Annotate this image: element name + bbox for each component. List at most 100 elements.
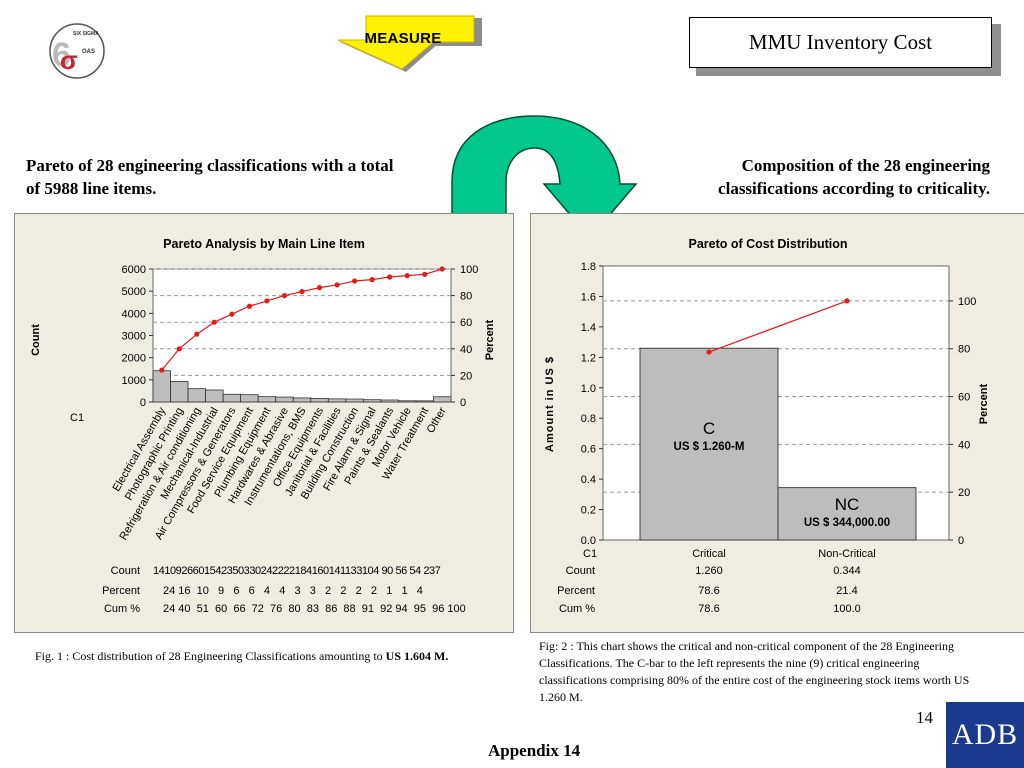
chart2-y-tick-label: 1.4 [581,322,596,334]
figure1-caption-text: Fig. 1 : Cost distribution of 28 Enginee… [35,649,383,663]
chart2-count-cell: 1.260 [695,565,723,577]
figure2-caption: Fig: 2 : This chart shows the critical a… [539,639,970,704]
chart2-percent-cell: 21.4 [836,585,857,597]
chart1-cum-point [439,266,445,272]
chart2-y2-tick-label: 80 [958,344,970,356]
chart2-y-tick-label: 0.8 [581,413,596,425]
chart1-cum-point [422,271,428,277]
chart2-y-tick-label: 1.8 [581,261,596,273]
measure-banner [337,15,482,72]
chart2-bar-code: C [703,419,715,438]
chart1-bar [152,370,171,403]
logo-digit: 6 [52,36,71,74]
chart2-row-label-cum: Cum % [559,603,595,615]
chart2-percent-cell: 78.6 [698,585,719,597]
six-sigma-logo: SIX SIGMA OAS 6 σ [49,23,105,79]
chart1-cum-point [334,282,340,288]
chart2-cum-cell: 100.0 [833,603,861,615]
chart1-cum-point [299,289,305,295]
pareto-line-item-chart-panel: Pareto Analysis by Main Line Item Count … [14,213,514,633]
chart1-cum-point [387,274,393,280]
curved-arrow-icon [451,115,638,241]
chart2-row-label-count: Count [566,565,595,577]
chart2-y2-tick-label: 20 [958,487,970,499]
chart2-title: Pareto of Cost Distribution [688,237,847,251]
chart1-bar [292,397,312,403]
chart1-cum-point [246,303,253,309]
chart2-category-label: Non-Critical [818,548,875,560]
chart2-xlabel: C1 [583,548,597,560]
chart2-y-tick-label: 0.2 [581,505,596,517]
chart1-row-label-count: Count [111,565,140,577]
chart1-count-row: 1410926601542350330242222184160141133104… [153,565,441,577]
chart1-title: Pareto Analysis by Main Line Item [163,237,365,251]
chart1-bar [415,400,434,403]
left-subtitle: Pareto of 28 engineering classifications… [26,156,394,198]
chart2-bar-code: NC [835,495,860,514]
logo-sigma: σ [60,45,78,75]
chart2-y2label: Percent [978,383,990,424]
chart1-y-tick-label: 4000 [122,308,146,320]
chart2-bar-amount: US $ 1.260-M [674,441,745,453]
chart1-cum-row: 24 40 51 60 66 72 76 80 83 86 88 91 92 9… [163,603,466,615]
chart2-y-tick-label: 0.0 [581,535,596,547]
chart2-y2-tick-label: 40 [958,439,970,451]
figure1-caption-amount: US 1.604 M. [385,649,449,663]
chart1-bar [345,398,364,403]
figure1-caption: Fig. 1 : Cost distribution of 28 Enginee… [35,648,495,665]
chart1-row-label-cum: Cum % [104,603,140,615]
chart1-bar [310,398,329,403]
chart1-y2-tick-label: 60 [460,317,472,329]
chart1-y2-tick-label: 40 [460,344,472,356]
chart1-y-tick-label: 1000 [122,375,146,387]
chart2-y-tick-label: 0.4 [581,474,596,486]
chart2-y-tick-label: 1.2 [581,352,596,364]
chart2-y-tick-label: 1.0 [581,383,596,395]
chart1-xlabel: C1 [70,412,84,424]
chart1-y2-tick-label: 100 [460,264,478,276]
chart1-bar [327,398,347,403]
chart1-bar [222,393,242,403]
chart2-bar-amount: US $ 344,000.00 [804,517,890,529]
chart1-cum-point [369,277,375,283]
chart2-y2-tick-label: 100 [958,296,976,308]
chart2-cum-point [706,349,712,355]
chart2-bar [777,487,917,541]
chart1-y-tick-label: 5000 [122,286,146,298]
chart2-ylabel: Amount in US $ [544,356,556,452]
chart1-category-label: Other [425,405,449,435]
chart1-ylabel: Count [30,324,42,356]
chart1-bar [275,396,294,403]
chart1-y2-tick-label: 80 [460,291,472,303]
chart2-y-tick-label: 0.6 [581,444,596,456]
adb-logo: ADB [946,702,1024,768]
chart1-cum-point [211,319,217,325]
pareto-cost-chart-panel: Pareto of Cost Distribution Amount in US… [530,213,1024,633]
chart1-y2label: Percent [484,319,496,360]
measure-label: MEASURE [364,30,442,47]
chart2-bar [639,347,779,541]
chart2-count-cell: 0.344 [833,565,861,577]
chart1-cum-point [159,367,165,373]
svg-text:OAS: OAS [82,49,95,55]
chart1-bar [257,396,277,403]
chart1-cum-point [351,278,358,284]
chart2-y-tick-label: 1.6 [581,291,596,303]
chart1-y-tick-label: 0 [140,397,146,409]
chart2-cum-cell: 78.6 [698,603,719,615]
chart1-cum-point [264,298,270,304]
chart1-cum-point [316,285,323,291]
chart2-cum-line [708,300,848,353]
chart1-bar [240,394,259,403]
right-subtitle: Composition of the 28 engineering classi… [718,156,990,198]
chart1-y2-tick-label: 0 [460,397,466,409]
chart1-percent-row: 24 16 10 9 6 6 4 4 3 3 2 2 2 2 1 1 4 [163,585,423,597]
chart1-bar [380,399,399,403]
page-number: 14 [916,708,933,727]
chart1-y-tick-label: 2000 [122,353,146,365]
chart2-y2-tick-label: 0 [958,535,964,547]
chart1-cum-point [176,346,182,352]
svg-text:SIX SIGMA: SIX SIGMA [73,31,99,37]
chart2-row-label-percent: Percent [557,585,595,597]
chart1-y-tick-label: 6000 [122,264,146,276]
